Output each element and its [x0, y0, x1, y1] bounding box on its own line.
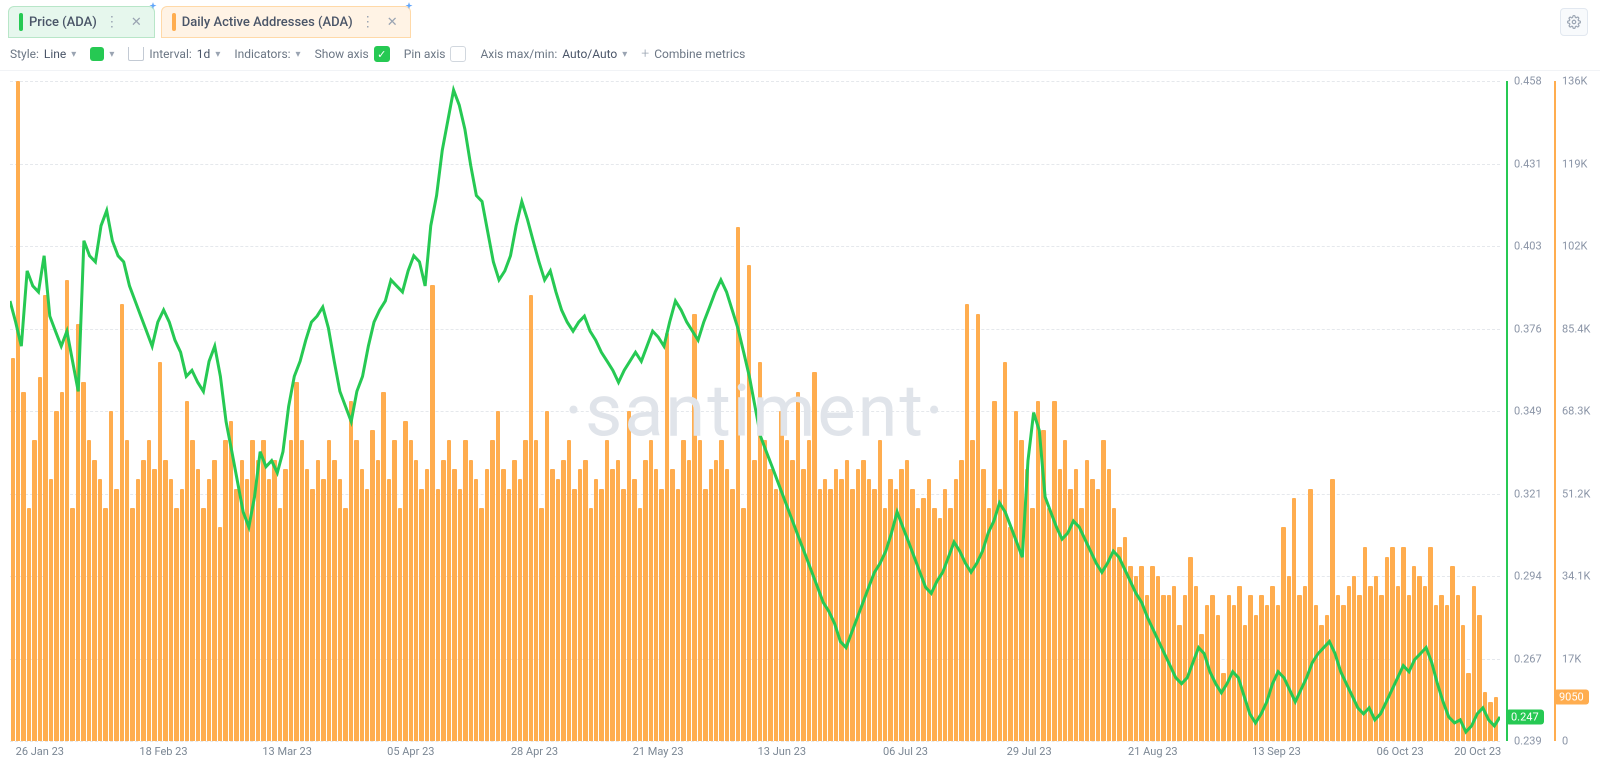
y-tick-label: 17K [1562, 652, 1581, 665]
indicators-label: Indicators: [234, 47, 290, 61]
y-tick-label: 68.3K [1562, 405, 1590, 418]
tab-color-bar [19, 13, 23, 31]
y-tick-label: 0.458 [1514, 75, 1542, 88]
y-tick-label: 0.321 [1514, 487, 1542, 500]
close-icon[interactable]: ✕ [383, 15, 402, 30]
color-swatch [90, 47, 104, 61]
x-tick-label: 18 Feb 23 [139, 745, 187, 758]
chevron-down-icon: ▾ [109, 49, 114, 60]
chevron-down-icon: ▾ [215, 49, 220, 60]
metric-tab-daa[interactable]: Daily Active Addresses (ADA) ⋮ ✕ [161, 6, 411, 38]
y-axis-daa: 136K119K102K85.4K68.3K51.2K34.1K17K09050 [1554, 81, 1598, 741]
show-axis-label: Show axis [315, 47, 369, 61]
y-tick-label: 0.431 [1514, 157, 1542, 170]
tab-menu-icon[interactable]: ⋮ [103, 14, 121, 30]
x-tick-label: 06 Jul 23 [883, 745, 928, 758]
y-axis-price: 0.4580.4310.4030.3760.3490.3210.2940.267… [1506, 81, 1550, 741]
pin-axis-toggle[interactable]: Pin axis [404, 46, 467, 62]
y-tick-label: 51.2K [1562, 487, 1590, 500]
axis-minmax-selector[interactable]: Axis max/min: Auto/Auto ▾ [480, 47, 627, 61]
metric-tab-price[interactable]: Price (ADA) ⋮ ✕ [8, 6, 155, 38]
interval-selector[interactable]: Interval: 1d ▾ [128, 47, 220, 61]
y-tick-label: 136K [1562, 75, 1587, 88]
axis-minmax-value: Auto/Auto [562, 47, 617, 61]
x-tick-label: 13 Mar 23 [262, 745, 312, 758]
x-tick-label: 13 Sep 23 [1252, 745, 1301, 758]
x-axis: 26 Jan 23 18 Feb 23 13 Mar 23 05 Apr 23 28 A… [10, 745, 1500, 765]
chevron-down-icon: ▾ [71, 49, 76, 60]
x-tick-label: 20 Oct 23 [1454, 745, 1501, 758]
x-tick-label: 21 May 23 [633, 745, 684, 758]
interval-value: 1d [197, 47, 211, 61]
y-tick-label: 0.349 [1514, 405, 1542, 418]
x-tick-label: 06 Oct 23 [1377, 745, 1424, 758]
price-current-badge: 0.247 [1506, 709, 1544, 724]
interval-icon [128, 47, 144, 61]
pin-axis-label: Pin axis [404, 47, 446, 61]
y-tick-label: 102K [1562, 240, 1587, 253]
x-tick-label: 26 Jan 23 [16, 745, 64, 758]
y-tick-label: 0.403 [1514, 240, 1542, 253]
axis-minmax-label: Axis max/min: [480, 47, 557, 61]
style-label: Style: [10, 47, 39, 61]
x-tick-label: 29 Jul 23 [1007, 745, 1052, 758]
metric-tabs-row: Price (ADA) ⋮ ✕ Daily Active Addresses (… [0, 0, 1600, 38]
y-tick-label: 119K [1562, 157, 1587, 170]
style-selector[interactable]: Style: Line ▾ [10, 47, 76, 61]
color-picker[interactable]: ▾ [90, 47, 114, 61]
style-value: Line [44, 47, 66, 61]
x-tick-label: 13 Jun 23 [758, 745, 806, 758]
y-tick-label: 0 [1562, 735, 1568, 748]
x-tick-label: 28 Apr 23 [511, 745, 558, 758]
x-tick-label: 21 Aug 23 [1128, 745, 1178, 758]
combine-label: Combine metrics [654, 47, 745, 61]
daa-current-badge: 9050 [1554, 690, 1589, 705]
plus-icon: + [641, 46, 649, 62]
y-tick-label: 85.4K [1562, 322, 1590, 335]
chart-toolbar: Style: Line ▾ ▾ Interval: 1d ▾ Indicator… [0, 38, 1600, 71]
tab-menu-icon[interactable]: ⋮ [359, 14, 377, 30]
y-tick-label: 0.376 [1514, 322, 1542, 335]
price-line-layer [10, 81, 1500, 741]
sparkle-icon [402, 1, 416, 15]
chevron-down-icon: ▾ [296, 49, 301, 60]
combine-metrics-button[interactable]: + Combine metrics [641, 46, 745, 62]
chart-plot-area[interactable]: ·santiment· [10, 81, 1500, 741]
checkbox-icon [450, 46, 466, 62]
interval-label: Interval: [149, 47, 191, 61]
chart-container: ·santiment· 26 Jan 23 18 Feb 23 13 Mar 23 0… [0, 71, 1600, 771]
tab-label: Daily Active Addresses (ADA) [182, 15, 353, 30]
y-tick-label: 34.1K [1562, 570, 1590, 583]
x-tick-label: 05 Apr 23 [387, 745, 434, 758]
indicators-selector[interactable]: Indicators: ▾ [234, 47, 300, 61]
y-tick-label: 0.239 [1514, 735, 1542, 748]
sparkle-icon [146, 1, 160, 15]
close-icon[interactable]: ✕ [127, 15, 146, 30]
gear-icon [1567, 15, 1581, 29]
settings-button[interactable] [1560, 8, 1588, 36]
checkbox-checked-icon: ✓ [374, 46, 390, 62]
y-tick-label: 0.267 [1514, 652, 1542, 665]
show-axis-toggle[interactable]: Show axis ✓ [315, 46, 390, 62]
tab-color-bar [172, 13, 176, 31]
chevron-down-icon: ▾ [622, 49, 627, 60]
tab-label: Price (ADA) [29, 15, 97, 30]
y-tick-label: 0.294 [1514, 570, 1542, 583]
